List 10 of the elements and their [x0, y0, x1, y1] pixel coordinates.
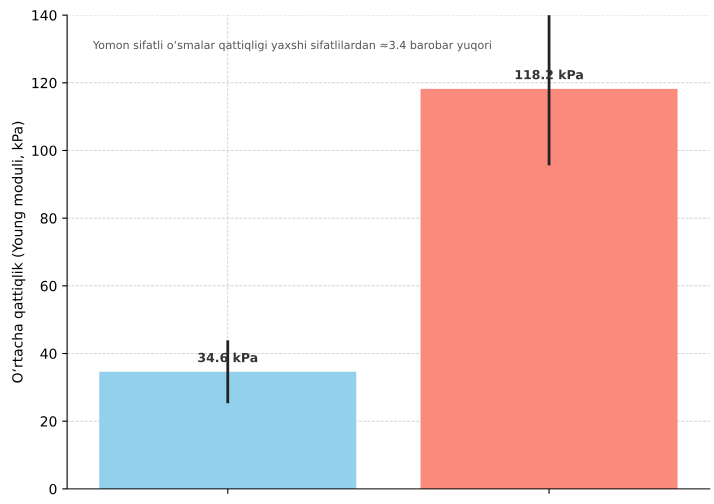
y-tick-label: 80 — [40, 213, 56, 224]
y-tick-label: 0 — [49, 484, 56, 494]
y-tick-label: 140 — [32, 10, 56, 21]
y-tick-label: 100 — [32, 145, 56, 156]
y-tick-label: 20 — [40, 416, 56, 427]
annotation: Yomon sifatli o‘smalar qattiqligi yaxshi sifatlilardan ≈3.4 barobar yuqori — [92, 40, 491, 52]
y-tick-label: 40 — [40, 348, 56, 359]
y-axis-title: O‘rtacha qattiqlik (Young moduli, kPa) — [12, 122, 26, 383]
y-tick-label: 120 — [32, 78, 56, 88]
y-tick-label: 60 — [40, 280, 56, 292]
